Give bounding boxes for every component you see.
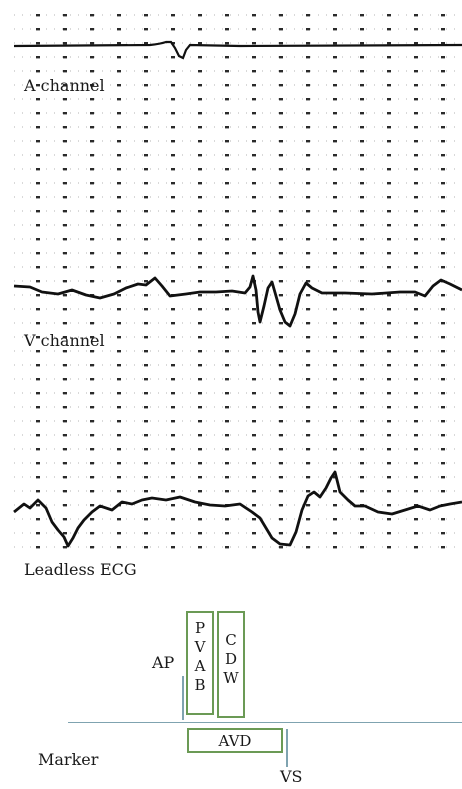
v-channel-trace xyxy=(13,274,462,328)
pvab-letter-4: B xyxy=(194,676,206,694)
avd-box: AVD xyxy=(187,728,283,753)
pvab-letter-2: V xyxy=(194,638,206,656)
pvab-box: P V A B xyxy=(186,611,214,715)
ap-marker-line xyxy=(182,676,184,720)
vs-label: VS xyxy=(280,767,303,786)
marker-label: Marker xyxy=(38,750,99,769)
marker-baseline xyxy=(68,722,462,723)
vs-marker-line xyxy=(286,729,288,767)
v-channel-label: V channel xyxy=(24,331,105,350)
cdw-letter-3: W xyxy=(223,669,239,687)
leadless-ecg-trace xyxy=(13,470,462,548)
avd-label: AVD xyxy=(218,732,252,750)
pvab-letter-1: P xyxy=(194,619,206,637)
cdw-letter-1: C xyxy=(225,631,237,649)
pvab-letter-3: A xyxy=(194,657,206,675)
traces-canvas xyxy=(13,14,462,549)
a-channel-trace xyxy=(13,40,462,60)
leadless-ecg-label: Leadless ECG xyxy=(24,560,137,579)
ap-label: AP xyxy=(152,653,175,672)
cdw-box: C D W xyxy=(217,611,245,718)
cdw-letter-2: D xyxy=(224,650,238,668)
a-channel-label: A channel xyxy=(24,76,105,95)
